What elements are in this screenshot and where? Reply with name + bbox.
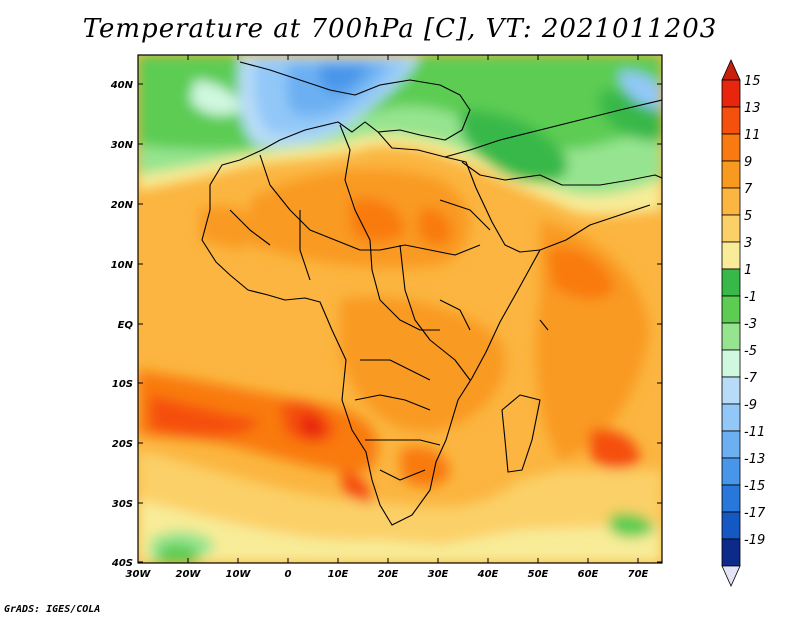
lon-label: 70E <box>628 569 649 580</box>
lat-label: 30S <box>112 499 133 510</box>
colorbar-swatch <box>721 457 741 486</box>
longitude-labels: 30W 20W 10W 0 10E 20E 30E 40E 50E 60E 70… <box>126 569 649 580</box>
lat-label: 40S <box>111 558 133 569</box>
map-title: Temperature at 700hPa [C], VT: 202101120… <box>82 14 718 44</box>
temperature-field <box>138 55 662 563</box>
colorbar-label: -19 <box>744 533 765 548</box>
colorbar-label: 1 <box>744 263 752 278</box>
colorbar-swatch <box>721 349 741 378</box>
colorbar-label: -5 <box>744 344 757 359</box>
lon-label: 30W <box>126 569 152 580</box>
lon-label: 60E <box>578 569 599 580</box>
lat-label: 10N <box>111 260 134 271</box>
coastlines <box>201 61 662 526</box>
colorbar-label: -17 <box>744 506 766 521</box>
colorbar-label: 7 <box>744 182 753 197</box>
lon-label: 10W <box>226 569 252 580</box>
colorbar-swatch <box>721 538 741 567</box>
colorbar-label: 13 <box>744 101 761 116</box>
colorbar-label: 15 <box>744 74 761 89</box>
colorbar-swatch <box>721 403 741 432</box>
lat-label: 40N <box>110 80 134 91</box>
colorbar-swatch <box>721 241 741 270</box>
lat-label: 20S <box>112 439 133 450</box>
colorbar: 15 13 11 9 7 5 3 1 -1 -3 -5 -7 -9 -11 -13 -15 -17 -19 <box>721 59 766 587</box>
colorbar-swatch <box>721 376 741 405</box>
colorbar-label: -3 <box>744 317 757 332</box>
lon-label: 10E <box>328 569 349 580</box>
colorbar-label: 11 <box>744 128 761 143</box>
colorbar-swatch <box>721 430 741 459</box>
colorbar-swatch <box>721 484 741 513</box>
colorbar-label: -9 <box>744 398 757 413</box>
lon-label: 50E <box>528 569 549 580</box>
colorbar-label: -7 <box>744 371 758 386</box>
lon-label: 30E <box>428 569 449 580</box>
colorbar-label: -15 <box>744 479 765 494</box>
colorbar-swatch <box>721 133 741 162</box>
colorbar-swatch <box>721 511 741 540</box>
colorbar-label: -13 <box>744 452 765 467</box>
colorbar-swatch <box>721 79 741 108</box>
lon-label: 20E <box>378 569 399 580</box>
lon-label: 40E <box>477 569 499 580</box>
colorbar-label: -11 <box>744 425 765 440</box>
lat-label: EQ <box>118 320 134 331</box>
colorbar-swatch <box>721 268 741 297</box>
lon-label: 0 <box>285 569 292 580</box>
map-frame <box>137 54 663 564</box>
colorbar-swatch <box>721 322 741 351</box>
colorbar-label: 5 <box>744 209 752 224</box>
latitude-labels: 40N 30N 20N 10N EQ 10S 20S 30S 40S <box>110 80 134 569</box>
axis-ticks <box>137 55 662 563</box>
credit-label: GrADS: IGES/COLA <box>4 604 101 615</box>
colorbar-label: -1 <box>744 290 757 305</box>
colorbar-swatch <box>721 187 741 216</box>
lat-label: 10S <box>112 379 133 390</box>
lat-label: 30N <box>111 140 134 151</box>
colorbar-top-triangle <box>721 59 741 81</box>
colorbar-label: 3 <box>744 236 752 251</box>
lat-label: 20N <box>111 200 134 211</box>
colorbar-swatch <box>721 160 741 189</box>
lon-label: 20W <box>176 569 202 580</box>
temperature-map: 30W 20W 10W 0 10E 20E 30E 40E 50E 60E 70… <box>110 54 766 587</box>
colorbar-swatch <box>721 295 741 324</box>
colorbar-swatch <box>721 214 741 243</box>
colorbar-bottom-triangle <box>721 565 741 587</box>
colorbar-swatch <box>721 106 741 135</box>
colorbar-label: 9 <box>744 155 752 170</box>
